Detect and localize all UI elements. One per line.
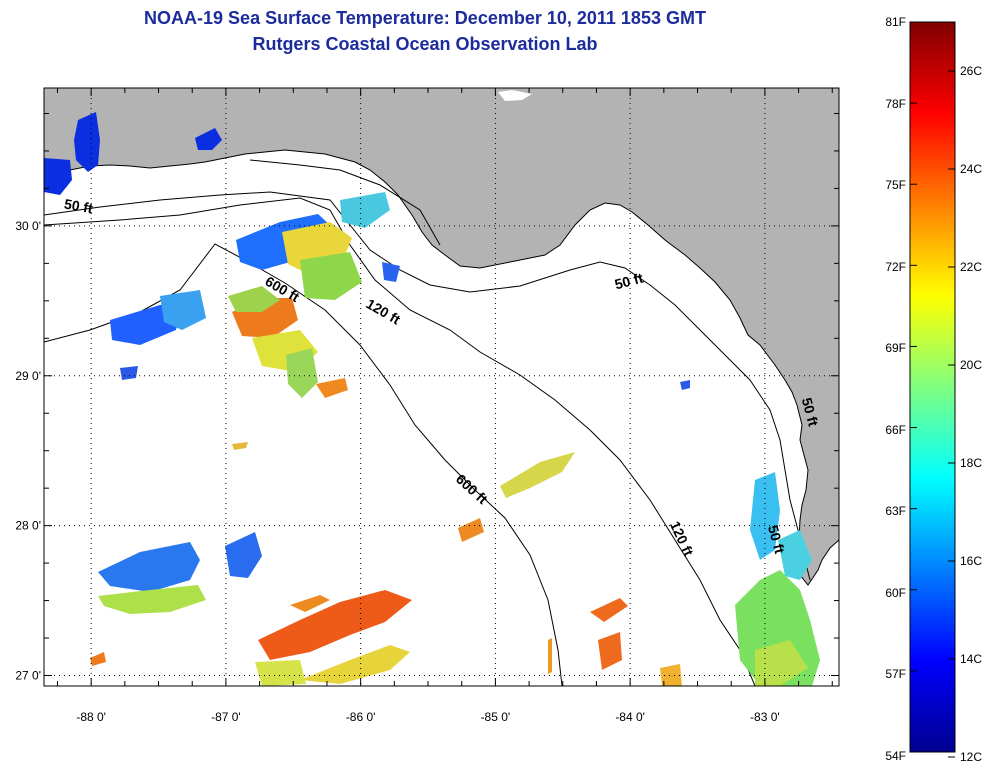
sst-patch — [290, 595, 330, 612]
contour-600ft — [44, 243, 563, 686]
sst-patch — [778, 530, 812, 580]
colorbar-f-label: 60F — [885, 586, 906, 600]
colorbar-c-label: 16C — [960, 554, 982, 568]
bathymetry-contours — [44, 159, 811, 686]
sst-patch — [598, 632, 622, 670]
lon-tick-label: -88 0' — [76, 710, 106, 724]
contour-label: 50 ft — [799, 396, 822, 428]
colorbar: 81F 78F 75F 72F 69F 66F 63F 60F 57F 54F … — [885, 15, 982, 764]
colorbar-c-label: 12C — [960, 750, 982, 764]
colorbar-c-label: 24C — [960, 162, 982, 176]
lat-tick-label: 27 0' — [15, 669, 41, 683]
lon-tick-label: -87 0' — [211, 710, 241, 724]
sst-patch — [590, 598, 628, 622]
title-line-2: Rutgers Coastal Ocean Observation Lab — [252, 34, 598, 54]
sst-data — [90, 192, 820, 686]
sst-patch — [74, 112, 100, 172]
colorbar-gradient — [909, 21, 956, 753]
sst-patch — [160, 290, 206, 330]
colorbar-f-label: 75F — [885, 178, 906, 192]
sst-patch — [498, 90, 532, 101]
lat-tick-labels: 27 0' 28 0' 29 0' 30 0' — [15, 219, 41, 683]
colorbar-f-label: 57F — [885, 667, 906, 681]
colorbar-ticks — [910, 21, 955, 758]
colorbar-f-label: 78F — [885, 97, 906, 111]
sst-patch — [286, 348, 318, 398]
lat-tick-label: 29 0' — [15, 369, 41, 383]
sst-patch — [98, 585, 206, 614]
colorbar-f-label: 69F — [885, 341, 906, 355]
contour-200ft — [249, 159, 441, 246]
sst-patch — [458, 518, 484, 542]
lon-tick-label: -83 0' — [750, 710, 780, 724]
sst-patch — [316, 378, 348, 398]
map-title: NOAA-19 Sea Surface Temperature: Decembe… — [0, 5, 850, 57]
sst-patch — [90, 652, 106, 666]
colorbar-f-label: 72F — [885, 260, 906, 274]
axis-ticks — [44, 88, 839, 686]
sst-patch — [680, 380, 690, 390]
lon-tick-label: -84 0' — [615, 710, 645, 724]
colorbar-f-label: 63F — [885, 504, 906, 518]
title-line-1: NOAA-19 Sea Surface Temperature: Decembe… — [144, 8, 706, 28]
sst-patch — [660, 664, 682, 686]
lon-tick-label: -85 0' — [481, 710, 511, 724]
sst-patch — [750, 472, 780, 560]
colorbar-c-label: 14C — [960, 652, 982, 666]
sst-patch — [225, 532, 262, 578]
map-frame — [43, 87, 840, 687]
sst-patch — [340, 192, 390, 228]
contour-label: 50 ft — [765, 523, 788, 555]
sst-patch — [300, 645, 410, 684]
colorbar-c-label: 22C — [960, 260, 982, 274]
sst-patch — [258, 590, 412, 660]
colorbar-c-label: 18C — [960, 456, 982, 470]
colorbar-f-label: 54F — [885, 749, 906, 763]
contour-50ft — [44, 191, 811, 581]
land-mass — [44, 88, 839, 586]
sst-patch — [500, 452, 575, 498]
colorbar-c-label: 20C — [960, 358, 982, 372]
contour-120ft — [44, 197, 756, 686]
sst-patch — [98, 542, 200, 592]
sst-patch — [120, 366, 138, 380]
colorbar-c-label: 26C — [960, 64, 982, 78]
lon-tick-label: -86 0' — [346, 710, 376, 724]
contour-label: 50 ft — [613, 269, 645, 292]
contour-label: 50 ft — [63, 196, 94, 217]
sst-patch — [232, 442, 248, 450]
lat-tick-label: 28 0' — [15, 519, 41, 533]
sst-patch — [382, 262, 400, 282]
sst-patch — [300, 252, 362, 300]
sst-patch — [255, 660, 306, 686]
colorbar-f-label: 66F — [885, 423, 906, 437]
sst-patch — [755, 640, 808, 686]
sst-patch — [44, 158, 72, 195]
lon-tick-labels: -88 0' -87 0' -86 0' -85 0' -84 0' -83 0… — [76, 710, 779, 724]
colorbar-f-label: 81F — [885, 15, 906, 29]
lat-tick-label: 30 0' — [15, 219, 41, 233]
sst-patch — [548, 638, 552, 674]
sst-patch — [228, 286, 280, 312]
sst-patch — [195, 128, 222, 150]
